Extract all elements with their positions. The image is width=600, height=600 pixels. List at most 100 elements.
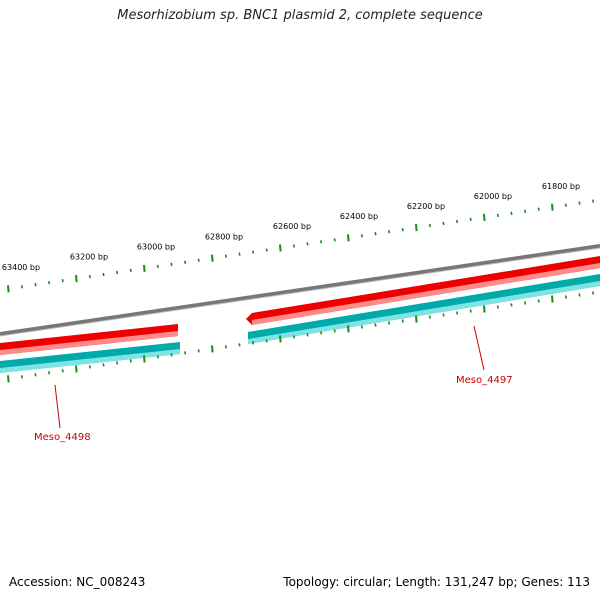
scale-label: 62800 bp bbox=[205, 232, 243, 241]
minor-tick bbox=[224, 345, 227, 349]
minor-tick bbox=[401, 227, 404, 232]
major-tick bbox=[211, 345, 214, 353]
gene-meso-4498-feature[interactable] bbox=[0, 324, 178, 355]
minor-tick bbox=[34, 373, 37, 377]
minor-tick bbox=[61, 278, 64, 283]
cds-meso-4497-feature[interactable] bbox=[248, 274, 600, 344]
minor-tick bbox=[428, 315, 431, 319]
minor-tick bbox=[537, 299, 540, 303]
major-tick bbox=[279, 244, 282, 252]
minor-tick bbox=[524, 301, 527, 305]
minor-tick bbox=[306, 242, 309, 246]
minor-tick bbox=[224, 254, 227, 258]
minor-tick bbox=[510, 303, 513, 307]
scale-ticks-outer bbox=[7, 199, 595, 293]
minor-tick bbox=[238, 343, 241, 347]
minor-tick bbox=[428, 223, 431, 228]
scale-label: 62400 bp bbox=[340, 212, 378, 221]
minor-tick bbox=[129, 359, 132, 363]
major-tick bbox=[347, 325, 350, 333]
minor-tick bbox=[401, 319, 404, 323]
minor-tick bbox=[564, 203, 567, 207]
minor-tick bbox=[306, 333, 309, 337]
major-tick bbox=[415, 224, 418, 232]
gene-label-meso-4498: Meso_4498 bbox=[34, 432, 91, 443]
minor-tick bbox=[333, 238, 336, 242]
minor-tick bbox=[34, 283, 37, 287]
minor-tick bbox=[360, 325, 363, 329]
major-tick bbox=[551, 295, 554, 303]
accession-text: Accession: NC_008243 bbox=[9, 575, 146, 589]
major-tick bbox=[143, 355, 146, 363]
minor-tick bbox=[61, 369, 64, 373]
backbone-highlight bbox=[0, 247, 600, 337]
scale-label: 62600 bp bbox=[273, 222, 311, 231]
minor-tick bbox=[48, 371, 51, 375]
minor-tick bbox=[88, 365, 91, 369]
minor-tick bbox=[20, 375, 23, 379]
scale-label: 63000 bp bbox=[137, 243, 175, 252]
gene-meso-4497-feature[interactable] bbox=[246, 256, 600, 325]
minor-tick bbox=[170, 353, 173, 357]
minor-tick bbox=[197, 349, 200, 353]
minor-tick bbox=[252, 250, 255, 254]
topology-summary: Topology: circular; Length: 131,247 bp; … bbox=[283, 575, 590, 589]
minor-tick bbox=[197, 258, 200, 262]
major-tick bbox=[143, 264, 146, 272]
scale-label: 62000 bp bbox=[474, 192, 512, 201]
major-tick bbox=[483, 305, 486, 313]
scale-label: 62200 bp bbox=[407, 202, 445, 211]
minor-tick bbox=[537, 207, 540, 211]
minor-tick bbox=[374, 323, 377, 327]
meso-4498-leader bbox=[54, 384, 61, 429]
minor-tick bbox=[469, 217, 472, 222]
minor-tick bbox=[156, 264, 159, 269]
minor-tick bbox=[170, 262, 173, 266]
minor-tick bbox=[496, 213, 499, 218]
minor-tick bbox=[469, 309, 472, 313]
major-tick bbox=[415, 315, 418, 323]
minor-tick bbox=[456, 219, 459, 224]
minor-tick bbox=[88, 274, 91, 279]
minor-tick bbox=[265, 339, 268, 343]
major-tick bbox=[483, 213, 486, 221]
minor-tick bbox=[20, 285, 23, 289]
major-tick bbox=[347, 234, 350, 242]
minor-tick bbox=[48, 281, 51, 285]
backbone-track bbox=[0, 244, 600, 336]
major-tick bbox=[75, 365, 78, 373]
minor-tick bbox=[374, 232, 377, 236]
scale-ticks-inner bbox=[7, 291, 595, 383]
minor-tick bbox=[360, 234, 363, 238]
minor-tick bbox=[564, 295, 567, 299]
minor-tick bbox=[184, 351, 187, 355]
map-title: Mesorhizobium sp. BNC1 plasmid 2, comple… bbox=[117, 8, 483, 23]
minor-tick bbox=[592, 199, 595, 203]
scale-labels: 63400 bp 63200 bp 63000 bp 62800 bp 62600 bp… bbox=[2, 182, 580, 272]
minor-tick bbox=[456, 311, 459, 315]
minor-tick bbox=[578, 201, 581, 205]
minor-tick bbox=[510, 211, 513, 215]
minor-tick bbox=[116, 270, 119, 275]
minor-tick bbox=[116, 361, 119, 365]
minor-tick bbox=[265, 248, 268, 252]
scale-label: 61800 bp bbox=[542, 182, 580, 191]
minor-tick bbox=[388, 321, 391, 325]
minor-tick bbox=[320, 331, 323, 335]
major-tick bbox=[279, 335, 282, 343]
minor-tick bbox=[442, 221, 445, 226]
minor-tick bbox=[496, 305, 499, 309]
major-tick bbox=[75, 275, 78, 283]
scale-label: 63400 bp bbox=[2, 263, 40, 272]
minor-tick bbox=[524, 209, 527, 213]
minor-tick bbox=[102, 363, 105, 367]
minor-tick bbox=[252, 341, 255, 345]
minor-tick bbox=[320, 240, 323, 244]
minor-tick bbox=[442, 313, 445, 317]
major-tick bbox=[7, 375, 10, 383]
major-tick bbox=[7, 285, 10, 293]
meso-4497-leader bbox=[473, 325, 485, 371]
minor-tick bbox=[292, 244, 295, 248]
cds-meso-4498-feature[interactable] bbox=[0, 342, 180, 373]
